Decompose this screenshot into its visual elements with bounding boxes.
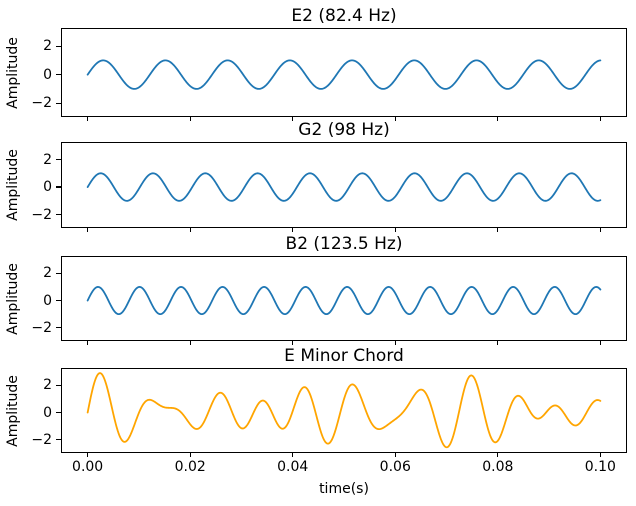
y-tick-label: −2 xyxy=(31,319,52,336)
y-tick-label: −2 xyxy=(31,206,52,223)
x-tick-mark xyxy=(189,116,191,121)
y-tick-mark xyxy=(56,327,61,329)
b2-waveform-line xyxy=(86,286,602,316)
subplot-title-chord: E Minor Chord xyxy=(284,346,404,366)
axes-g2: 2 0 −2 xyxy=(31,142,627,232)
x-tick-label: 0.06 xyxy=(379,459,411,475)
x-tick-mark xyxy=(87,227,89,232)
x-tick-mark xyxy=(394,116,396,121)
y-tick-mark xyxy=(56,74,61,76)
x-tick-mark xyxy=(87,340,89,345)
y-tick-label: 0 xyxy=(43,179,52,196)
y-tick-mark xyxy=(56,384,61,386)
x-axis-label: time(s) xyxy=(319,481,369,497)
x-tick-mark xyxy=(394,340,396,345)
y-tick-label: 0 xyxy=(43,404,52,421)
axes-b2: 2 0 −2 xyxy=(31,256,627,345)
y-tick-label: 2 xyxy=(43,38,52,55)
chord-waveform-line xyxy=(86,372,602,449)
x-tick-labels: 0.00 0.02 0.04 0.06 0.08 0.10 xyxy=(62,458,628,476)
x-tick-mark xyxy=(189,227,191,232)
x-tick-label: 0.02 xyxy=(174,459,206,475)
y-tick-mark xyxy=(56,272,61,274)
g2-waveform xyxy=(86,172,602,202)
x-tick-mark xyxy=(394,452,396,457)
y-tick-label: 2 xyxy=(43,265,52,282)
x-tick-label: 0.08 xyxy=(482,459,514,475)
subplot-title-e2: E2 (82.4 Hz) xyxy=(291,6,397,26)
x-tick-mark xyxy=(497,452,499,457)
x-tick-mark xyxy=(292,116,294,121)
y-tick-mark xyxy=(56,411,61,414)
axes-chord: 2 0 −2 xyxy=(31,368,627,457)
e2-waveform-line xyxy=(86,59,602,90)
e2-waveform xyxy=(86,59,602,90)
g2-waveform-line xyxy=(86,172,602,202)
y-tick-mark xyxy=(56,299,61,302)
y-tick-mark xyxy=(56,439,61,441)
x-tick-mark xyxy=(292,340,294,345)
y-tick-mark xyxy=(56,45,61,47)
y-tick-mark xyxy=(56,158,61,161)
subplot-title-g2: G2 (98 Hz) xyxy=(298,120,390,140)
x-tick-label: 0.04 xyxy=(277,459,309,475)
x-tick-mark xyxy=(292,227,294,232)
subplot-title-b2: B2 (123.5 Hz) xyxy=(285,234,403,254)
x-tick-mark xyxy=(87,116,89,121)
x-tick-mark xyxy=(394,227,396,232)
x-tick-label: 0.10 xyxy=(584,459,616,475)
y-tick-label: 2 xyxy=(43,377,52,394)
y-tick-label: 2 xyxy=(43,151,52,168)
y-tick-mark xyxy=(56,214,61,216)
x-tick-mark xyxy=(189,452,191,457)
x-tick-mark xyxy=(599,340,601,345)
y-tick-mark xyxy=(56,186,61,188)
x-tick-mark xyxy=(599,116,601,121)
x-tick-label: 0.00 xyxy=(72,459,104,475)
y-tick-label: 0 xyxy=(43,292,52,309)
y-tick-label: 0 xyxy=(43,66,52,83)
y-tick-label: −2 xyxy=(31,431,52,448)
x-tick-mark xyxy=(497,227,499,232)
axes-e2: 2 0 −2 xyxy=(31,28,627,121)
b2-waveform xyxy=(86,286,602,316)
x-tick-mark xyxy=(599,227,601,232)
x-tick-mark xyxy=(292,452,294,457)
x-tick-mark xyxy=(497,340,499,345)
x-tick-mark xyxy=(497,116,499,121)
x-tick-mark xyxy=(599,452,601,457)
y-tick-mark xyxy=(56,102,61,104)
x-tick-mark xyxy=(87,452,89,457)
chord-waveform xyxy=(86,372,602,449)
y-tick-label: −2 xyxy=(31,95,52,112)
x-tick-mark xyxy=(189,340,191,345)
